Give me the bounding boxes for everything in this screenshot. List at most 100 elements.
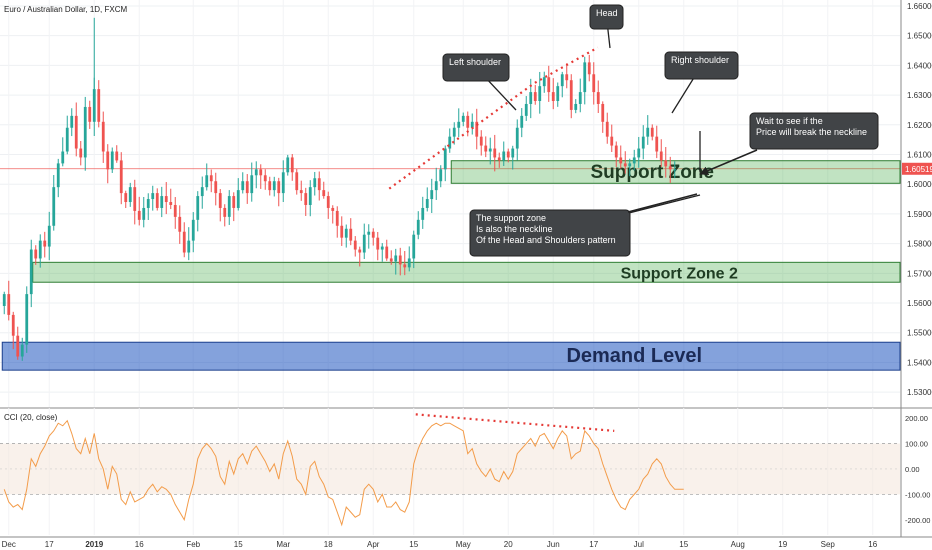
candle-body — [34, 249, 38, 259]
callout-text: Left shoulder — [449, 57, 501, 67]
candle-body — [38, 240, 42, 259]
candle-body — [470, 121, 474, 128]
candle-body — [529, 92, 533, 104]
price-tick-label: 1.53000 — [907, 388, 932, 397]
candle-body — [416, 219, 420, 235]
callout-arrow — [627, 193, 698, 213]
price-tick-label: 1.66000 — [907, 2, 932, 11]
candle-body — [574, 103, 578, 110]
callout-arrow — [699, 149, 758, 176]
cci-divergence-line — [415, 413, 615, 432]
price-tick-label: 1.59000 — [907, 210, 932, 219]
candle-body — [628, 163, 632, 167]
candle-body — [173, 204, 177, 217]
callout-box — [589, 4, 624, 30]
last-price-label: 1.60519 — [905, 165, 932, 174]
candle-body — [245, 181, 249, 194]
candle-body — [331, 207, 335, 211]
time-tick-label: 15 — [679, 540, 688, 549]
candle-body — [412, 234, 416, 259]
candle-body — [506, 151, 510, 158]
time-tick-label: Feb — [186, 540, 200, 549]
callout: The support zone Is also the neckline Of t… — [469, 194, 701, 257]
cci-line — [3, 419, 684, 527]
candle-body — [20, 344, 24, 357]
candle-body — [421, 207, 425, 220]
cci-title: CCI (20, close) — [4, 413, 58, 422]
candle-body — [2, 294, 6, 306]
candle-body — [227, 196, 231, 217]
candle-body — [385, 246, 389, 259]
candle-body — [358, 249, 362, 253]
candle-body — [344, 228, 348, 238]
time-tick-label: 16 — [135, 540, 144, 549]
callout-text: Right shoulder — [671, 55, 729, 65]
candle-body — [92, 89, 96, 122]
cci-tick-label: 200.00 — [905, 414, 928, 423]
candle-body — [430, 190, 434, 200]
time-tick-label: Aug — [731, 540, 745, 549]
candle-body — [313, 178, 317, 188]
candle-body — [641, 136, 645, 149]
candle-body — [290, 157, 294, 173]
candle-body — [479, 136, 483, 146]
candle-body — [29, 249, 33, 295]
overlay: Head Left shoulder Right shoulder Wait to s… — [388, 4, 879, 257]
time-tick-label: 18 — [324, 540, 333, 549]
callout-text: The support zone Is also the neckline Of t… — [476, 213, 616, 245]
candle-body — [88, 106, 92, 122]
candle-body — [119, 160, 123, 194]
candle-body — [205, 175, 209, 188]
candle-body — [277, 181, 281, 194]
callout-box — [442, 53, 510, 82]
candle-body — [241, 181, 245, 191]
time-tick-label: 17 — [589, 540, 598, 549]
price-tick-label: 1.61000 — [907, 150, 932, 159]
time-tick-label: 16 — [868, 540, 877, 549]
candle-body — [142, 207, 146, 220]
zone-label: Demand Level — [566, 345, 702, 367]
candle-body — [394, 255, 398, 262]
candle-body — [124, 193, 128, 203]
price-tick-label: 1.57000 — [907, 269, 932, 278]
candle-body — [209, 175, 213, 182]
candle-body — [79, 148, 83, 158]
time-tick-label: Jun — [547, 540, 560, 549]
callout-text: Head — [596, 8, 618, 18]
candle-body — [578, 92, 582, 104]
candle-body — [407, 258, 411, 268]
candle-body — [443, 148, 447, 170]
candle-body — [340, 225, 344, 238]
candle-body — [560, 74, 564, 87]
candle-body — [263, 175, 267, 182]
callout-line: Wait to see if the — [756, 116, 823, 126]
candle-body — [371, 231, 375, 238]
candle-body — [538, 86, 542, 102]
candle-body — [601, 103, 605, 122]
candle-body — [56, 163, 60, 188]
price-tick-label: 1.54000 — [907, 358, 932, 367]
candle-body — [493, 148, 497, 158]
candle-body — [254, 169, 258, 176]
callout-line: Of the Head and Shoulders pattern — [476, 235, 616, 245]
candle-body — [110, 151, 114, 170]
candle-body — [250, 175, 254, 194]
candle-body — [587, 62, 591, 75]
candle-body — [623, 163, 627, 167]
cci-tick-label: 0.00 — [905, 465, 920, 474]
zone-label: Support Zone 2 — [621, 265, 738, 282]
candle-body — [583, 62, 587, 93]
candle-body — [61, 151, 65, 164]
chart-title: Euro / Australian Dollar, 1D, FXCM — [4, 5, 127, 14]
candle-body — [182, 231, 186, 253]
candle-body — [43, 240, 47, 247]
candle-body — [65, 127, 69, 152]
candle-body — [475, 121, 479, 137]
candle-body — [70, 115, 74, 128]
callout-text: Wait to see if the Price will break the n… — [756, 116, 867, 137]
candle-body — [646, 127, 650, 137]
candle-body — [164, 196, 168, 203]
candle-body — [389, 258, 393, 262]
callout-line: Price will break the neckline — [756, 127, 867, 137]
